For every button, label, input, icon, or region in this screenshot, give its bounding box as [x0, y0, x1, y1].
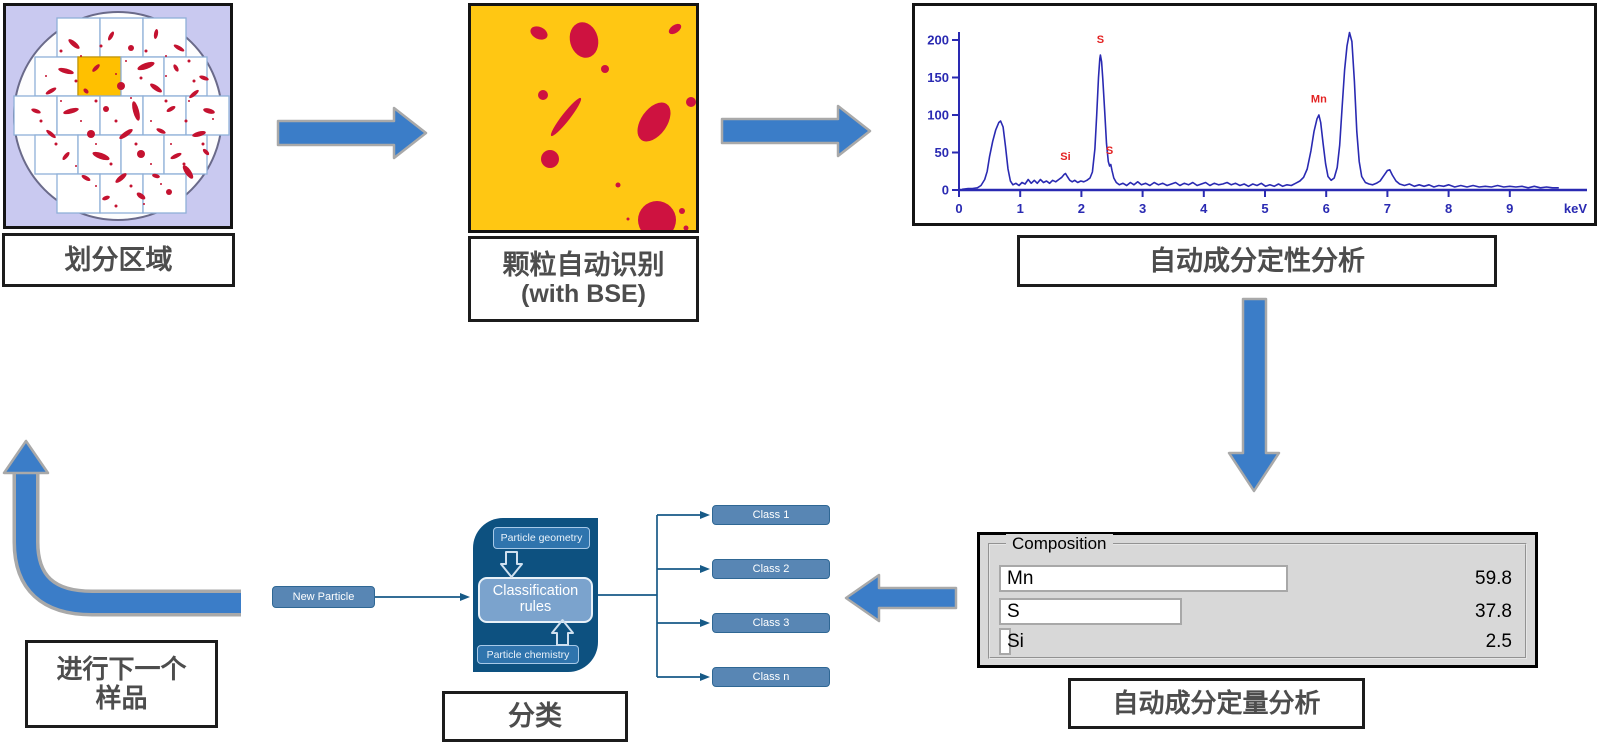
svg-text:S: S	[1106, 145, 1113, 157]
svg-text:9: 9	[1506, 201, 1513, 216]
svg-text:100: 100	[927, 108, 949, 123]
svg-text:200: 200	[927, 33, 949, 48]
svg-text:0: 0	[942, 183, 949, 198]
class-2-label: Class 2	[752, 563, 790, 575]
classification-rules-label-line2: rules	[519, 599, 552, 615]
svg-text:50: 50	[935, 145, 949, 160]
svg-text:150: 150	[927, 70, 949, 85]
arrow-step1-to-step2	[276, 106, 428, 160]
step-label-region-division-text: 划分区域	[64, 244, 173, 275]
composition-row-si: Si 2.5	[999, 628, 1516, 655]
particle-geometry-label: Particle geometry	[500, 532, 583, 544]
class-3-node: Class 3	[712, 613, 830, 633]
class-1-label: Class 1	[752, 509, 790, 521]
svg-text:4: 4	[1200, 201, 1208, 216]
step-label-qualitative-analysis: 自动成分定性分析	[1017, 235, 1497, 287]
composition-value-mn: 59.8	[1475, 568, 1512, 589]
composition-groupbox-title: Composition	[1006, 534, 1113, 554]
svg-text:1: 1	[1017, 201, 1024, 216]
class-n-node: Class n	[712, 667, 830, 687]
composition-panel: Composition Mn 59.8 S 37.8 Si 2.5	[977, 532, 1538, 668]
bse-particle-image	[468, 3, 699, 233]
step-label-qualitative-analysis-text: 自动成分定性分析	[1149, 245, 1365, 276]
arrow-step4-to-step5	[844, 573, 958, 623]
class-3-label: Class 3	[752, 617, 790, 629]
step-label-next-sample-line2: 样品	[95, 683, 148, 713]
svg-text:S: S	[1097, 34, 1104, 46]
eds-spectrum-plot: 0 1 2 3 4 5 6 7 8 9 keV 0 50 100 150 200 Si S S Mn	[927, 31, 1587, 216]
composition-element-s: S	[1007, 601, 1020, 622]
svg-text:Mn: Mn	[1311, 93, 1327, 105]
arrow-step3-to-step4	[1227, 297, 1281, 493]
sample-region-map-image	[3, 3, 233, 229]
new-particle-label: New Particle	[292, 591, 355, 603]
svg-text:6: 6	[1323, 201, 1330, 216]
composition-value-s: 37.8	[1475, 601, 1512, 622]
step-label-particle-recognition-subtext: (with BSE)	[521, 280, 646, 309]
composition-row-s: S 37.8	[999, 598, 1516, 625]
step-label-next-sample: 进行下一个 样品	[25, 640, 218, 728]
composition-bar-s	[999, 598, 1182, 625]
svg-text:0: 0	[955, 201, 962, 216]
composition-element-si: Si	[1007, 631, 1024, 652]
sample-region-map-drawing	[6, 6, 230, 226]
class-1-node: Class 1	[712, 505, 830, 525]
svg-text:7: 7	[1384, 201, 1391, 216]
arrow-loop-next-sample	[2, 439, 241, 617]
composition-bar-mn	[999, 565, 1288, 592]
composition-bar-si	[999, 628, 1011, 655]
step-label-particle-recognition: 颗粒自动识别 (with BSE)	[468, 236, 699, 322]
composition-value-si: 2.5	[1485, 631, 1512, 652]
arrow-step2-to-step3	[720, 104, 872, 158]
svg-text:3: 3	[1139, 201, 1146, 216]
particle-chemistry-node: Particle chemistry	[477, 645, 579, 664]
class-n-label: Class n	[752, 671, 790, 683]
svg-text:keV: keV	[1564, 201, 1587, 216]
particle-chemistry-label: Particle chemistry	[486, 648, 570, 661]
step-label-quantitative-analysis-text: 自动成分定量分析	[1112, 687, 1321, 718]
svg-text:Si: Si	[1060, 151, 1070, 163]
step-label-region-division: 划分区域	[2, 233, 235, 287]
new-particle-node: New Particle	[272, 586, 375, 608]
svg-text:2: 2	[1078, 201, 1085, 216]
svg-text:8: 8	[1445, 201, 1452, 216]
step-label-quantitative-analysis: 自动成分定量分析	[1068, 678, 1365, 729]
step-label-classification: 分类	[442, 691, 628, 742]
svg-text:5: 5	[1261, 201, 1268, 216]
classifier-shape: Particle geometry Classification rules P…	[473, 518, 598, 672]
composition-element-mn: Mn	[1007, 568, 1034, 589]
step-label-classification-text: 分类	[508, 701, 562, 732]
composition-groupbox: Composition Mn 59.8 S 37.8 Si 2.5	[988, 534, 1527, 659]
particle-geometry-node: Particle geometry	[493, 527, 590, 549]
step-label-particle-recognition-text: 颗粒自动识别	[502, 249, 665, 280]
classification-rules-node: Classification rules	[478, 577, 593, 623]
step-label-next-sample-line1: 进行下一个	[56, 653, 187, 684]
eds-spectrum-chart: 0 1 2 3 4 5 6 7 8 9 keV 0 50 100 150 200 Si S S Mn	[912, 3, 1597, 226]
class-2-node: Class 2	[712, 559, 830, 579]
bse-particle-drawing	[471, 6, 696, 230]
composition-row-mn: Mn 59.8	[999, 565, 1516, 592]
classification-rules-label-line1: Classification	[492, 583, 579, 600]
